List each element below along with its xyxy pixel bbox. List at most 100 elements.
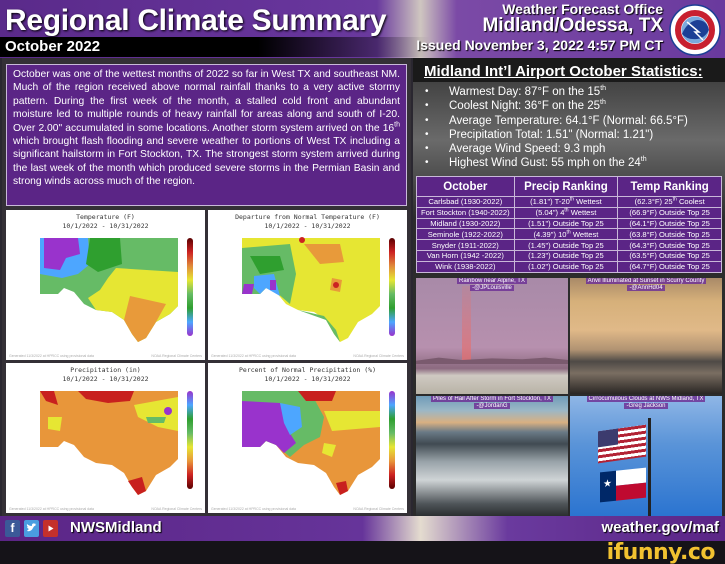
temperature-map-image <box>40 238 178 342</box>
temp-cell: (64.3°F) Outside Top 25 <box>617 239 722 251</box>
table-header-row: October Precip Ranking Temp Ranking <box>416 176 722 197</box>
subtitle-bar <box>0 37 430 57</box>
map-dates: 10/1/2022 - 10/31/2022 <box>62 222 149 230</box>
map-footer: Generated 11/3/2022 at HPRCC using provi… <box>9 507 202 511</box>
right-panel: Midland Int’l Airport October Statistics… <box>413 58 725 516</box>
table-row: Wink (1938-2022) (1.02") Outside Top 25 … <box>416 260 722 273</box>
mountains-shape <box>416 357 568 364</box>
precip-cell: (4.39") 10th Wettest <box>513 228 619 241</box>
column-header-precip: Precip Ranking <box>513 176 619 197</box>
precip-cell: (1.23") Outside Top 25 <box>513 249 619 262</box>
temp-cell: (62.3°F) 25th Coolest <box>617 196 722 208</box>
twitter-icon[interactable] <box>24 520 39 537</box>
temp-cell: (63.5°F) Outside Top 25 <box>617 249 722 262</box>
map-dates: 10/1/2022 - 10/31/2022 <box>264 375 351 383</box>
stat-item-avg-temp: Average Temperature: 64.1°F (Normal: 66.… <box>423 114 688 129</box>
nws-logo-icon <box>669 4 721 56</box>
office-name: Midland/Odessa, TX <box>482 15 663 36</box>
map-temperature: Temperature (F) 10/1/2022 - 10/31/2022 G… <box>6 210 205 360</box>
precipitation-colorbar <box>187 391 193 489</box>
temp-cell: (64.1°F) Outside Top 25 <box>617 217 722 230</box>
map-title: Precipitation (in) <box>70 366 141 374</box>
column-header-month: October <box>416 176 515 197</box>
map-dates: 10/1/2022 - 10/31/2022 <box>62 375 149 383</box>
us-flag <box>598 424 646 464</box>
stats-title: Midland Int’l Airport October Statistics… <box>424 63 703 80</box>
map-footer: Generated 11/3/2022 at HPRCC using provi… <box>211 507 404 511</box>
photo-caption: Rainbow near Alpine, TX -@JPLouisville <box>457 278 527 291</box>
page-subtitle: October 2022 <box>5 38 101 55</box>
rankings-table: October Precip Ranking Temp Ranking Carl… <box>416 176 722 273</box>
photo-caption: Piles of Hail After Storm in Fort Stockt… <box>431 396 553 409</box>
site-cell: Carlsbad (1930-2022) <box>416 196 515 208</box>
precip-cell: (1.45") Outside Top 25 <box>513 239 619 251</box>
site-cell: Seminole (1922-2022) <box>416 228 515 241</box>
site-cell: Wink (1938-2022) <box>416 260 515 273</box>
stats-list: Warmest Day: 87°F on the 15th Coolest Ni… <box>423 85 688 171</box>
departure-map-image <box>242 237 380 342</box>
map-precipitation: Precipitation (in) 10/1/2022 - 10/31/202… <box>6 363 205 513</box>
ifunny-watermark: ifunny.co <box>606 540 716 564</box>
stats-heading: Midland Int’l Airport October Statistics… <box>413 58 725 82</box>
flagpole <box>648 418 651 516</box>
stat-item-wind-gust: Highest Wind Gust: 55 mph on the 24th <box>423 156 688 171</box>
photo-caption: Cirrocumulous Clouds at NWS Midland, TX -… <box>586 396 706 409</box>
site-cell: Snyder (1911-2022) <box>416 239 515 251</box>
stat-item-coolest: Coolest Night: 36°F on the 25th <box>423 99 688 114</box>
precip-cell: (5.04") 4th Wettest <box>513 206 619 219</box>
website-link[interactable]: weather.gov/maf <box>601 519 719 536</box>
social-links: f <box>5 520 58 537</box>
precip-cell: (1.51") Outside Top 25 <box>513 217 619 230</box>
office-label: Weather Forecast Office <box>502 1 663 17</box>
table-row: Snyder (1911-2022) (1.45") Outside Top 2… <box>416 239 722 251</box>
departure-colorbar <box>389 238 395 336</box>
page-title: Regional Climate Summary <box>5 4 387 37</box>
photo-caption: Anvil Illuminated at Sunset in Scurry Co… <box>585 278 707 291</box>
temp-cell: (66.9°F) Outside Top 25 <box>617 206 722 219</box>
watermark-bar: ifunny.co <box>0 540 725 564</box>
site-cell: Fort Stockton (1940-2022) <box>416 206 515 219</box>
photo-rainbow-alpine: Rainbow near Alpine, TX -@JPLouisville <box>416 278 568 394</box>
map-footer: Generated 11/3/2022 at HPRCC using provi… <box>9 354 202 358</box>
site-cell: Midland (1930-2022) <box>416 217 515 230</box>
rainbow-shape <box>462 286 471 362</box>
social-handle[interactable]: NWSMidland <box>70 519 162 536</box>
climate-maps: Temperature (F) 10/1/2022 - 10/31/2022 G… <box>6 210 407 514</box>
facebook-icon[interactable]: f <box>5 520 20 537</box>
map-title: Temperature (F) <box>76 213 135 221</box>
map-footer: Generated 11/3/2022 at HPRCC using provi… <box>211 354 404 358</box>
summary-text: October was one of the wettest months of… <box>6 64 407 206</box>
precipitation-map-image <box>40 391 178 495</box>
temperature-colorbar <box>187 238 193 336</box>
table-row: Van Horn (1942 -2022) (1.23") Outside To… <box>416 249 722 262</box>
photo-grid: Rainbow near Alpine, TX -@JPLouisville An… <box>416 278 722 516</box>
texas-flag: ★ <box>600 467 646 503</box>
photo-anvil-scurry: Anvil Illuminated at Sunset in Scurry Co… <box>570 278 722 394</box>
map-temperature-departure: Departure from Normal Temperature (F) 10… <box>208 210 407 360</box>
issued-timestamp: Issued November 3, 2022 4:57 PM CT <box>416 37 663 53</box>
photo-clouds-nws-midland: ★ Cirrocumulous Clouds at NWS Midland, T… <box>570 396 722 516</box>
table-row: Carlsbad (1930-2022) (1.81") T-20th Wett… <box>416 196 722 208</box>
precip-cell: (1.81") T-20th Wettest <box>513 196 619 208</box>
percent-normal-colorbar <box>389 391 395 489</box>
temp-cell: (63.8°F) Outside Top 25 <box>617 228 722 241</box>
stat-item-wind-speed: Average Wind Speed: 9.3 mph <box>423 142 688 157</box>
photo-hail-fort-stockton: Piles of Hail After Storm in Fort Stockt… <box>416 396 568 516</box>
temp-cell: (64.7°F) Outside Top 25 <box>617 260 722 273</box>
table-row: Midland (1930-2022) (1.51") Outside Top … <box>416 217 722 230</box>
percent-normal-map-image <box>242 391 380 495</box>
site-cell: Van Horn (1942 -2022) <box>416 249 515 262</box>
left-panel: October was one of the wettest months of… <box>2 58 411 516</box>
youtube-icon[interactable] <box>43 520 58 537</box>
stat-item-precip: Precipitation Total: 1.51" (Normal: 1.21… <box>423 128 688 143</box>
column-header-temp: Temp Ranking <box>617 176 722 197</box>
map-dates: 10/1/2022 - 10/31/2022 <box>264 222 351 230</box>
precip-cell: (1.02") Outside Top 25 <box>513 260 619 273</box>
map-percent-normal-precip: Percent of Normal Precipitation (%) 10/1… <box>208 363 407 513</box>
table-row: Fort Stockton (1940-2022) (5.04") 4th We… <box>416 206 722 219</box>
map-title: Percent of Normal Precipitation (%) <box>239 366 376 374</box>
map-title: Departure from Normal Temperature (F) <box>235 213 380 221</box>
stat-item-warmest: Warmest Day: 87°F on the 15th <box>423 85 688 100</box>
footer-bar: f NWSMidland weather.gov/maf <box>0 516 725 541</box>
